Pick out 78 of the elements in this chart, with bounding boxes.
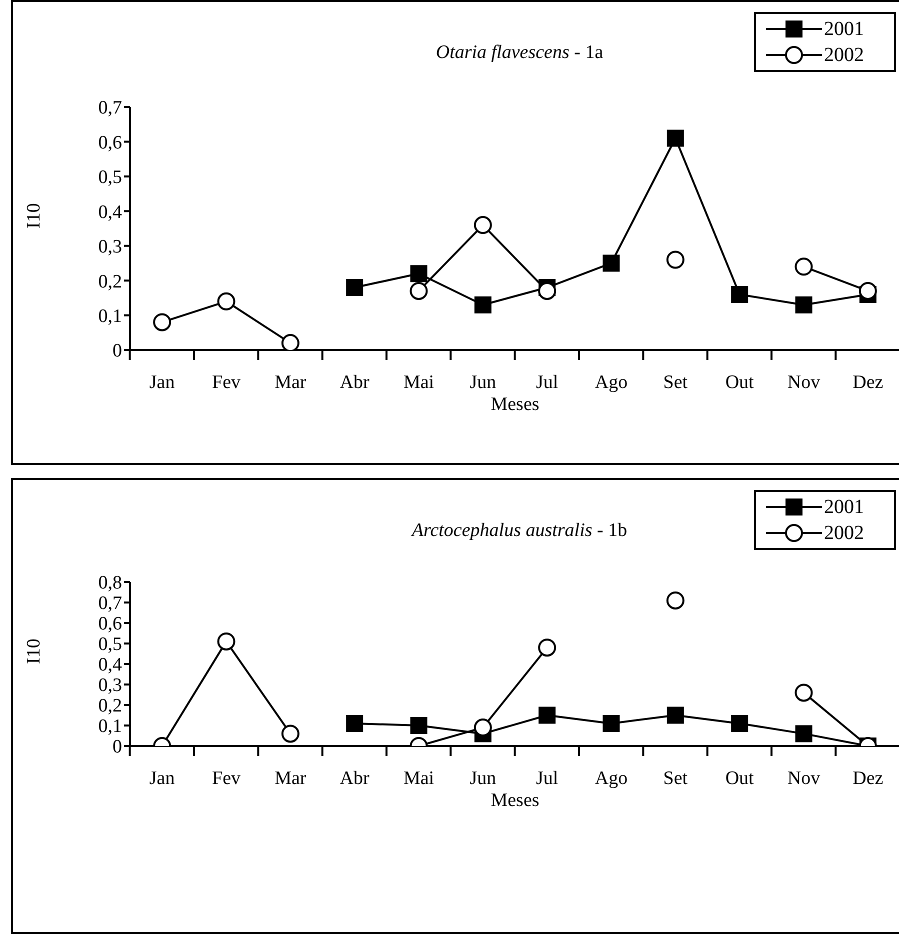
point xyxy=(795,725,812,742)
point xyxy=(153,313,172,332)
point xyxy=(474,216,492,234)
y-tick-label: 0,6 xyxy=(98,132,122,154)
x-tick-label: Dez xyxy=(852,372,884,393)
point xyxy=(281,334,300,350)
y-tick-label: 0 xyxy=(112,340,122,362)
chart-title: Arctocephalus australis - 1b xyxy=(412,520,628,541)
x-tick-label: Ago xyxy=(594,768,628,789)
y-tick-label: 0,8 xyxy=(98,572,122,594)
point xyxy=(346,714,364,732)
y-tick-label: 0,3 xyxy=(98,236,122,258)
y-tick-label: 0,2 xyxy=(98,271,122,292)
point xyxy=(217,292,236,310)
x-axis-title: Meses xyxy=(490,790,540,811)
y-tick-label: 0,5 xyxy=(98,167,122,188)
x-tick-label: Set xyxy=(663,372,688,393)
x-tick-label: Dez xyxy=(852,768,884,789)
point xyxy=(666,130,684,147)
point xyxy=(666,706,684,724)
x-tick-label: Jul xyxy=(536,768,558,789)
point xyxy=(217,632,236,650)
point xyxy=(666,591,684,610)
y-tick-label: 0,1 xyxy=(98,716,122,738)
y-tick-label: 0,2 xyxy=(98,696,122,717)
legend-label: 2001 xyxy=(824,496,864,518)
x-tick-label: Out xyxy=(725,372,755,393)
x-tick-label: Jun xyxy=(470,768,497,789)
x-tick-label: Abr xyxy=(340,372,370,393)
point xyxy=(410,717,428,734)
point xyxy=(281,724,300,743)
point xyxy=(410,282,428,300)
x-tick-label: Mar xyxy=(274,768,307,789)
point xyxy=(731,714,748,732)
x-tick-label: Abr xyxy=(340,768,370,789)
legend-label: 2001 xyxy=(824,18,864,40)
chart-title: Otaria flavescens - 1a xyxy=(436,42,604,63)
y-axis-title: I10 xyxy=(24,638,45,664)
x-tick-label: Jan xyxy=(149,372,176,393)
x-axis-title: Meses xyxy=(490,394,540,415)
x-tick-label: Jun xyxy=(470,372,497,393)
x-tick-label: Mai xyxy=(403,768,434,789)
x-tick-label: Jan xyxy=(149,768,176,789)
point xyxy=(794,684,813,702)
y-tick-label: 0,1 xyxy=(98,306,122,328)
point xyxy=(602,714,620,732)
legend-label: 2002 xyxy=(824,44,864,66)
point xyxy=(666,250,684,269)
point xyxy=(474,296,492,314)
y-tick-label: 0,4 xyxy=(98,202,122,223)
point xyxy=(410,265,428,282)
point xyxy=(731,286,748,303)
y-tick-label: 0,4 xyxy=(98,654,122,676)
x-tick-label: Mai xyxy=(403,372,434,393)
x-tick-label: Out xyxy=(725,768,755,789)
y-tick-label: 0,7 xyxy=(98,98,122,119)
y-axis-title: I10 xyxy=(24,203,45,228)
point xyxy=(538,638,556,657)
x-tick-label: Nov xyxy=(787,372,821,393)
x-tick-label: Fev xyxy=(212,372,241,393)
y-tick-label: 0,3 xyxy=(98,675,122,696)
x-tick-label: Fev xyxy=(212,768,241,789)
y-tick-label: 0,5 xyxy=(98,634,122,656)
y-tick-label: 0,6 xyxy=(98,614,122,635)
y-tick-label: 0,7 xyxy=(98,593,122,614)
x-tick-label: Set xyxy=(663,768,688,789)
y-tick-label: 0 xyxy=(112,736,122,758)
point xyxy=(538,706,556,724)
legend-label: 2002 xyxy=(824,522,864,544)
point xyxy=(794,258,813,276)
point xyxy=(795,296,812,314)
point xyxy=(858,282,877,300)
x-tick-label: Nov xyxy=(787,768,821,789)
x-tick-label: Ago xyxy=(594,372,628,393)
x-tick-label: Jul xyxy=(536,372,558,393)
point xyxy=(346,279,364,296)
point xyxy=(602,254,620,272)
x-tick-label: Mar xyxy=(274,372,307,393)
